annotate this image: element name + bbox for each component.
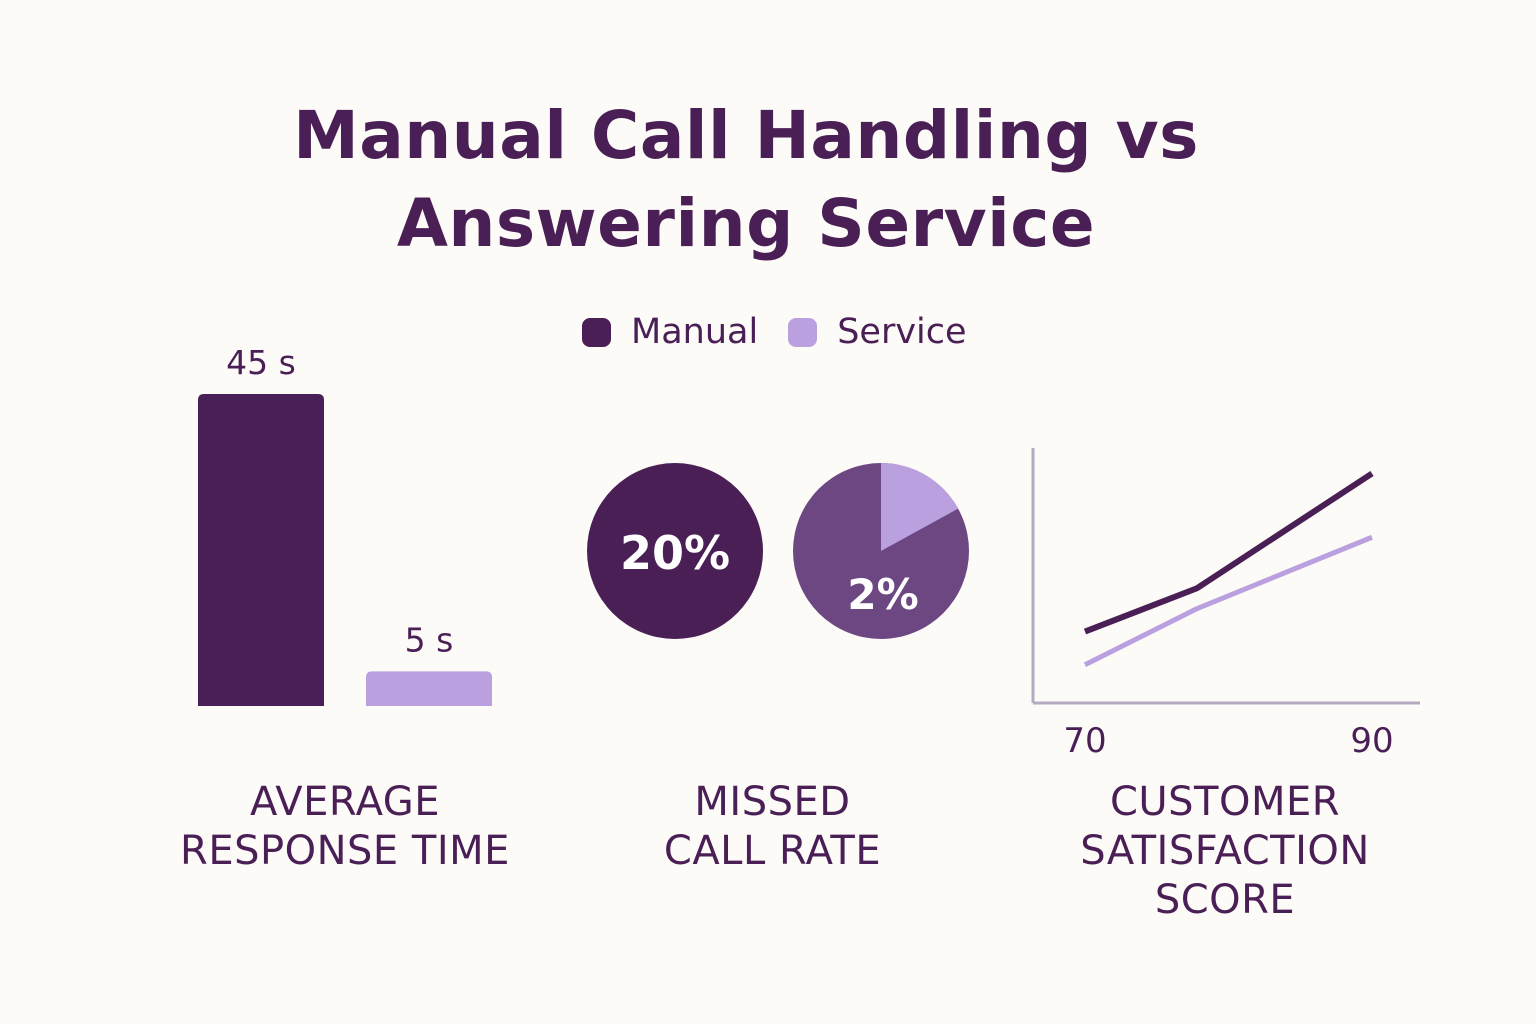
line-service — [1083, 534, 1373, 667]
satisfaction-line-chart: 70 90 — [1031, 448, 1420, 761]
pie-manual-value-label: 20% — [620, 526, 730, 580]
legend-label-manual: Manual — [631, 312, 759, 352]
response-time-title-line-1: AVERAGE — [249, 779, 441, 825]
missed-call-rate-title-line-1: MISSED — [694, 779, 851, 825]
response-time-chart-title: AVERAGE RESPONSE TIME — [130, 778, 560, 876]
bar-service-value-label: 5 s — [405, 620, 454, 659]
pie-service-slice — [881, 463, 959, 551]
page-title-line-2: Answering Service — [396, 185, 1096, 262]
bar-manual-value-label: 45 s — [226, 343, 296, 382]
page-title-line-1: Manual Call Handling vs — [293, 97, 1199, 174]
response-time-title-line-2: RESPONSE TIME — [180, 828, 510, 874]
page-title: Manual Call Handling vs Answering Servic… — [0, 92, 1492, 268]
legend-swatch-service — [788, 317, 818, 347]
response-time-bar-chart: 45 s 5 s — [198, 343, 492, 706]
missed-call-rate-chart-title: MISSED CALL RATE — [600, 778, 945, 876]
legend-swatch-manual — [582, 317, 611, 347]
legend-item-service: Service — [788, 312, 967, 352]
pie-service-value-label: 2% — [847, 570, 918, 619]
line-manual — [1083, 470, 1374, 635]
satisfaction-title-line-2: SATISFACTION — [1080, 828, 1370, 874]
bar-service — [366, 671, 492, 706]
missed-call-rate-title-line-2: CALL RATE — [663, 828, 882, 874]
legend-item-manual: Manual — [582, 312, 758, 352]
x-tick-label-90: 90 — [1350, 721, 1393, 761]
bar-manual — [198, 394, 324, 706]
legend-label-service: Service — [837, 312, 967, 352]
pie-manual — [587, 463, 763, 639]
x-tick-label-70: 70 — [1063, 721, 1106, 761]
missed-call-rate-pie-charts: 20% 2% — [587, 463, 969, 639]
satisfaction-title-line-1: CUSTOMER — [1109, 779, 1341, 825]
satisfaction-title-line-3: SCORE — [1154, 877, 1296, 923]
legend: Manual Service — [582, 312, 983, 352]
satisfaction-chart-title: CUSTOMER SATISFACTION SCORE — [1030, 778, 1420, 925]
